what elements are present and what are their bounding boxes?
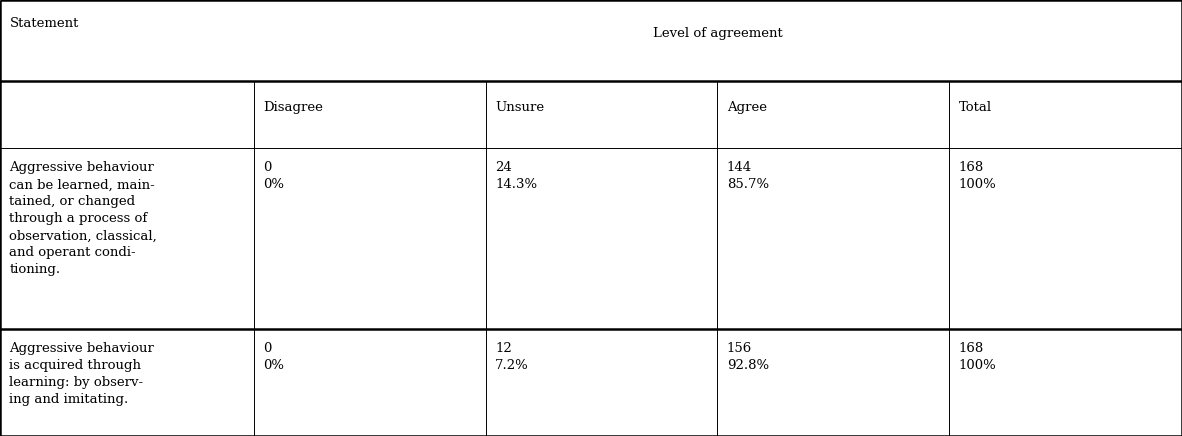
Text: 168
100%: 168 100% — [959, 161, 996, 191]
Text: Agree: Agree — [727, 102, 767, 114]
Text: 168
100%: 168 100% — [959, 342, 996, 372]
Text: 12
7.2%: 12 7.2% — [495, 342, 530, 372]
Text: Aggressive behaviour
can be learned, main-
tained, or changed
through a process : Aggressive behaviour can be learned, mai… — [9, 161, 157, 276]
Text: 0
0%: 0 0% — [264, 342, 285, 372]
Text: 156
92.8%: 156 92.8% — [727, 342, 769, 372]
Text: 144
85.7%: 144 85.7% — [727, 161, 769, 191]
Text: Disagree: Disagree — [264, 102, 324, 114]
Text: Aggressive behaviour
is acquired through
learning: by observ-
ing and imitating.: Aggressive behaviour is acquired through… — [9, 342, 155, 406]
Text: Unsure: Unsure — [495, 102, 545, 114]
Text: 0
0%: 0 0% — [264, 161, 285, 191]
Text: Level of agreement: Level of agreement — [654, 27, 782, 40]
Text: Statement: Statement — [9, 17, 79, 31]
Text: 24
14.3%: 24 14.3% — [495, 161, 538, 191]
Text: Total: Total — [959, 102, 992, 114]
